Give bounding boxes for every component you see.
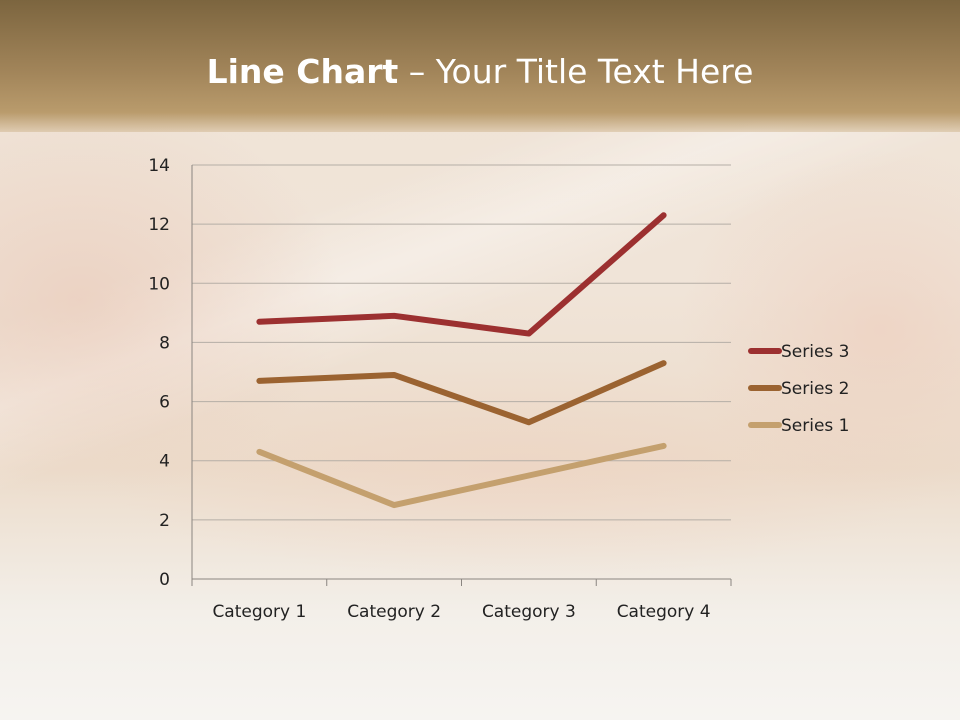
title-rest: – Your Title Text Here bbox=[398, 52, 754, 91]
y-tick-label: 0 bbox=[159, 570, 170, 590]
slide-title: Line Chart – Your Title Text Here bbox=[0, 52, 960, 91]
series-line-1 bbox=[256, 442, 667, 509]
legend-label: Series 1 bbox=[781, 416, 850, 436]
x-tick-label: Category 2 bbox=[347, 602, 441, 622]
y-tick-label: 6 bbox=[159, 393, 170, 413]
y-tick-label: 14 bbox=[148, 156, 170, 176]
x-tick-label: Category 4 bbox=[617, 602, 711, 622]
y-tick-label: 10 bbox=[148, 274, 170, 294]
title-bold: Line Chart bbox=[206, 52, 399, 91]
y-tick-label: 8 bbox=[159, 333, 170, 353]
y-tick-label: 2 bbox=[159, 511, 170, 531]
legend-label: Series 3 bbox=[781, 342, 850, 362]
series-line-2 bbox=[256, 360, 667, 426]
y-tick-label: 4 bbox=[159, 452, 170, 472]
series-line-3 bbox=[256, 212, 667, 337]
x-tick-label: Category 1 bbox=[212, 602, 306, 622]
title-bar bbox=[0, 0, 960, 132]
x-tick-label: Category 3 bbox=[482, 602, 576, 622]
y-tick-label: 12 bbox=[148, 215, 170, 235]
legend-label: Series 2 bbox=[781, 379, 850, 399]
